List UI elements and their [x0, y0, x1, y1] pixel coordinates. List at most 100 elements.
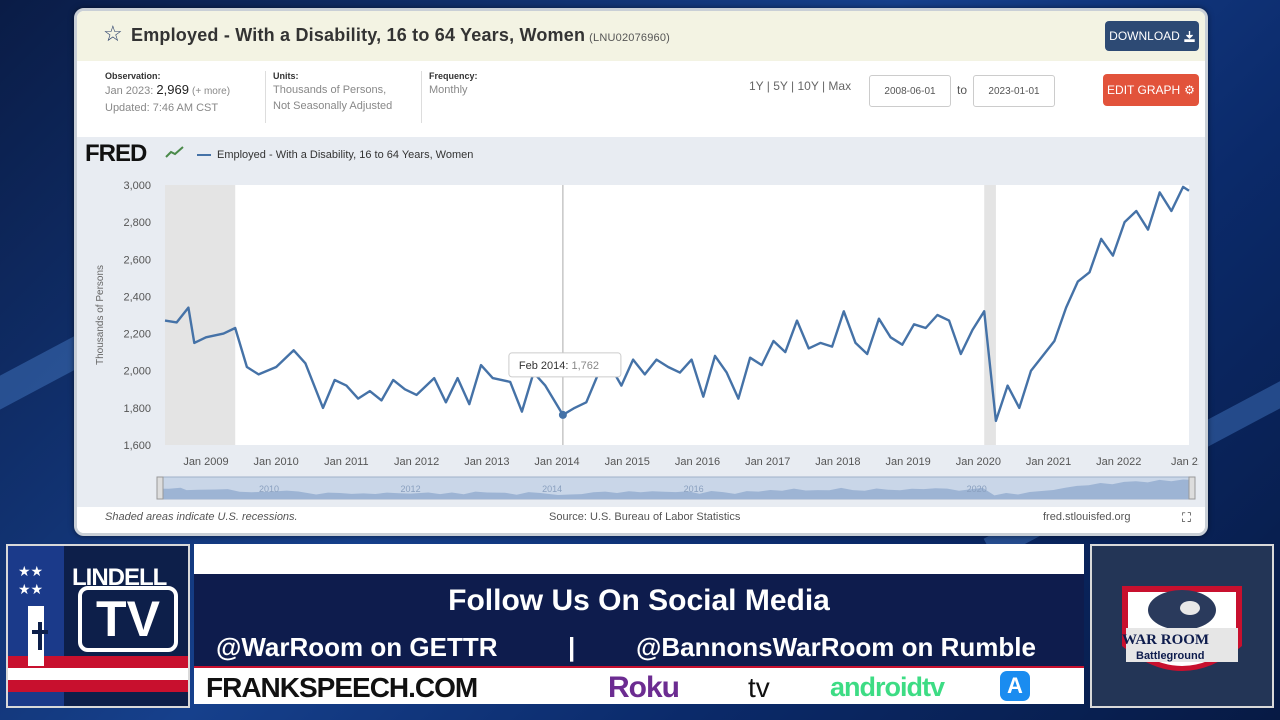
series-info-bar: Observation: Jan 2023: 2,969 (+ more) Up…	[77, 61, 1205, 137]
line-chart[interactable]: 1,600 1,800 2,000 2,200 2,400 2,600 2,800 3,000…	[77, 137, 1199, 507]
download-label: DOWNLOAD	[1109, 29, 1180, 43]
x-tick-label: Jan 2015	[605, 456, 650, 468]
download-icon	[1184, 30, 1195, 42]
recession-note: Shaded areas indicate U.S. recessions.	[105, 511, 298, 523]
observation-key: Observation:	[105, 71, 161, 81]
y-tick-label: 2,200	[123, 329, 151, 341]
x-tick-label: Jan 2...	[1171, 456, 1199, 468]
handle-divider: |	[568, 632, 576, 662]
x-tick-label: Jan 2017	[745, 456, 790, 468]
y-tick-label: 3,000	[123, 180, 151, 192]
observation-value: 2,969	[156, 82, 189, 97]
banner-navy-panel	[194, 574, 1084, 666]
chart-footer: Shaded areas indicate U.S. recessions. S…	[77, 507, 1205, 533]
legend-label: Employed - With a Disability, 16 to 64 Y…	[217, 149, 474, 161]
war-room-title: WAR ROOM	[1122, 632, 1210, 648]
fullscreen-icon[interactable]: ⛶	[1181, 510, 1191, 525]
tooltip-box	[508, 352, 622, 378]
chart-legend: Employed - With a Disability, 16 to 64 Y…	[197, 149, 473, 161]
y-tick-label: 2,400	[123, 291, 151, 303]
series-title: Employed - With a Disability, 16 to 64 Y…	[131, 25, 670, 46]
recession-shade	[165, 185, 236, 445]
war-room-battleground-logo: WAR ROOM Battleground	[1090, 544, 1274, 708]
source-note: Source: U.S. Bureau of Labor Statistics	[549, 511, 741, 523]
navigator-series-fill	[157, 479, 1189, 499]
units-line-1: Thousands of Persons,	[273, 84, 387, 96]
edit-graph-label: EDIT GRAPH	[1107, 83, 1181, 97]
site-link[interactable]: fred.stlouisfed.org	[1043, 511, 1131, 523]
y-tick-label: 1,800	[123, 403, 151, 415]
tooltip-date: Feb 2014:	[519, 360, 572, 372]
social-media-banner: Follow Us On Social Media @WarRoom on GE…	[194, 544, 1084, 704]
y-axis-label: Thousands of Persons	[95, 265, 106, 365]
x-tick-label: Jan 2010	[254, 456, 299, 468]
tooltip-text: Feb 2014: 1,762	[519, 360, 599, 372]
navigator-label: 2016	[684, 484, 704, 494]
gettr-handle: @WarRoom on GETTR	[216, 632, 498, 662]
navigator-handle-right	[1188, 476, 1196, 500]
lindell-tv-logo: ★★ ★★ LINDELL TV	[6, 544, 190, 708]
lindell-tv-text: TV	[78, 586, 178, 652]
updated-text: Updated: 7:46 AM CST	[105, 102, 219, 114]
y-tick-label: 1,600	[123, 440, 151, 452]
gear-icon: ⚙	[1184, 83, 1195, 97]
app-store-icon: A	[1000, 671, 1030, 701]
rumble-handle: @BannonsWarRoom on Rumble	[636, 632, 1036, 662]
y-tick-label: 2,000	[123, 366, 151, 378]
y-tick-label: 2,800	[123, 217, 151, 229]
frequency-value: Monthly	[429, 84, 468, 96]
fred-logo-chart-icon	[165, 146, 184, 158]
platforms-strip: FRANKSPEECH.COM Roku tv androidtv A	[194, 666, 1084, 704]
x-tick-label: Jan 2013	[464, 456, 509, 468]
observation-more-link[interactable]: (+ more)	[192, 86, 231, 97]
fred-logo: FRED	[85, 140, 147, 167]
apple-tv-logo: tv	[748, 672, 770, 704]
x-tick-label: Jan 2011	[324, 456, 368, 468]
series-title-text: Employed - With a Disability, 16 to 64 Y…	[131, 25, 586, 45]
x-tick-label: Jan 2020	[956, 456, 1001, 468]
frankspeech-url: FRANKSPEECH.COM	[206, 672, 478, 703]
series-id: (LNU02076960)	[589, 32, 671, 44]
download-button[interactable]: DOWNLOAD	[1105, 21, 1199, 51]
y-tick-label: 2,600	[123, 254, 151, 266]
x-tick-label: Jan 2016	[675, 456, 720, 468]
chart-area: 1,600 1,800 2,000 2,200 2,400 2,600 2,800 3,000…	[77, 137, 1205, 507]
apple-tv-label: tv	[748, 672, 770, 703]
roku-logo: Roku	[608, 671, 680, 704]
navigator-label: 2020	[967, 484, 987, 494]
edit-graph-button[interactable]: EDIT GRAPH ⚙	[1103, 74, 1199, 106]
navigator-label: 2010	[259, 484, 279, 494]
x-tick-label: Jan 2021	[1026, 456, 1071, 468]
date-to-field[interactable]: 2023-01-01	[973, 75, 1055, 107]
frequency-block: Frequency: Monthly	[429, 71, 478, 98]
tooltip-value: 1,762	[571, 360, 599, 372]
highlight-point	[558, 410, 567, 419]
info-divider	[265, 71, 266, 123]
star-icon[interactable]: ☆	[103, 21, 123, 46]
series-header: ☆ Employed - With a Disability, 16 to 64…	[77, 11, 1205, 61]
navigator-label: 2012	[401, 484, 421, 494]
legend-swatch	[197, 154, 211, 156]
navigator-handle-left	[156, 476, 164, 500]
info-divider	[421, 71, 422, 123]
x-tick-label: Jan 2012	[394, 456, 439, 468]
eagle-shield-graphic	[1122, 586, 1242, 671]
observation-date: Jan 2023:	[105, 85, 154, 97]
observation-block: Observation: Jan 2023: 2,969 (+ more) Up…	[105, 71, 230, 116]
units-block: Units: Thousands of Persons, Not Seasona…	[273, 71, 392, 114]
units-key: Units:	[273, 71, 299, 81]
recession-shade	[984, 185, 996, 445]
svg-text:★★: ★★	[18, 582, 43, 598]
x-tick-label: Jan 2009	[183, 456, 228, 468]
war-room-subtitle: Battleground	[1136, 650, 1205, 662]
range-links[interactable]: 1Y | 5Y | 10Y | Max	[749, 79, 852, 93]
navigator-label: 2014	[542, 484, 562, 494]
frequency-key: Frequency:	[429, 71, 478, 81]
svg-text:★★: ★★	[18, 564, 43, 580]
flag-stripes-graphic: ★★ ★★	[8, 546, 188, 706]
x-tick-label: Jan 2019	[885, 456, 930, 468]
x-tick-label: Jan 2014	[534, 456, 579, 468]
date-from-field[interactable]: 2008-06-01	[869, 75, 951, 107]
android-tv-logo: androidtv	[830, 672, 945, 702]
plot-background	[165, 185, 1189, 445]
